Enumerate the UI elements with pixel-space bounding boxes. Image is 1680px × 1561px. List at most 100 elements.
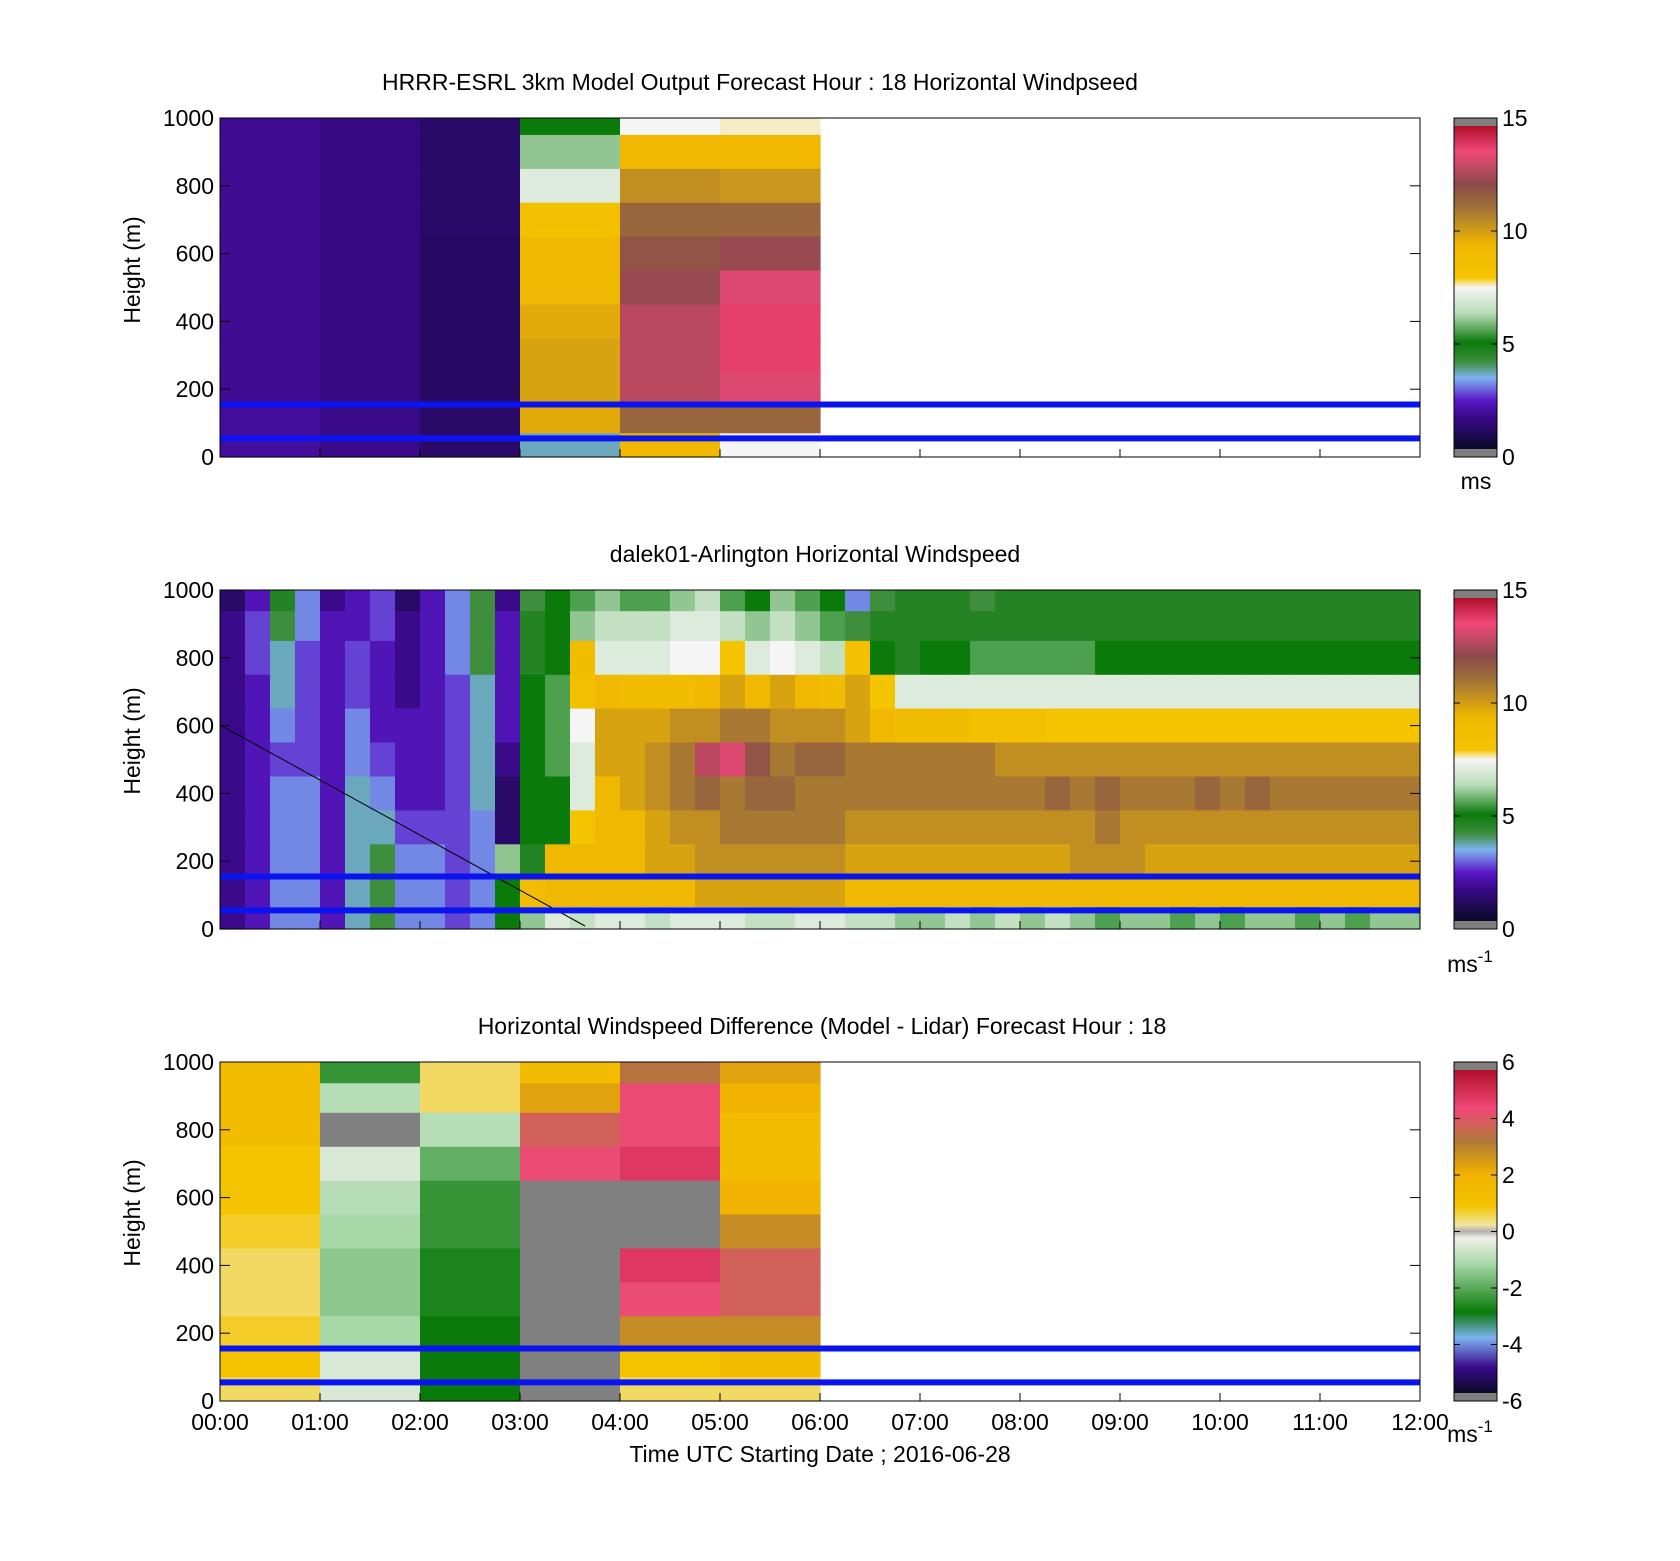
heatmap-cell: [1170, 640, 1196, 676]
heatmap-cell: [520, 1316, 621, 1351]
heatmap-cells: [220, 118, 1420, 458]
heatmap-cell: [1395, 590, 1421, 612]
heatmap-cell: [745, 776, 771, 811]
heatmap-cell: [1370, 590, 1396, 612]
heatmap-cell: [295, 844, 321, 879]
heatmap-cell: [320, 304, 421, 339]
y-axis-label: Height (m): [119, 687, 145, 794]
heatmap-cell: [1245, 708, 1271, 744]
heatmap-cell: [1045, 776, 1071, 811]
heatmap-cell: [1345, 590, 1371, 612]
heatmap-cell: [1220, 708, 1246, 744]
heatmap-cell: [670, 611, 696, 642]
heatmap-cell: [1045, 640, 1071, 676]
heatmap-cell: [1045, 708, 1071, 744]
heatmap-cell: [345, 742, 371, 777]
heatmap-cell: [220, 1214, 321, 1249]
heatmap-cell: [545, 776, 571, 811]
heatmap-cell: [520, 611, 546, 642]
heatmap-cell: [1020, 742, 1046, 777]
heatmap-cell: [645, 844, 671, 879]
heatmap-cell: [1070, 590, 1096, 612]
heatmap-cell: [570, 810, 596, 845]
heatmap-cell: [245, 742, 271, 777]
heatmap-cell: [1170, 742, 1196, 777]
heatmap-cell: [620, 304, 721, 339]
heatmap-cell: [720, 134, 821, 170]
heatmap-cell: [220, 1248, 321, 1283]
heatmap-cell: [1395, 674, 1421, 710]
heatmap-cell: [395, 708, 421, 744]
heatmap-cell: [320, 640, 346, 676]
heatmap-cell: [920, 844, 946, 879]
y-ticks: 0 200 400 600 800 1000: [163, 1049, 1420, 1414]
heatmap-cell: [820, 742, 846, 777]
heatmap-cell: [695, 844, 721, 879]
heatmap-cell: [845, 742, 871, 777]
heatmap-cell: [995, 742, 1021, 777]
heatmap-cell: [1095, 640, 1121, 676]
heatmap-cell: [245, 590, 271, 612]
heatmap-cell: [1120, 674, 1146, 710]
heatmap-cell: [895, 742, 921, 777]
heatmap-cell: [795, 590, 821, 612]
heatmap-cell: [870, 640, 896, 676]
heatmap-cell: [795, 844, 821, 879]
heatmap-cell: [645, 810, 671, 845]
heatmap-cell: [220, 406, 321, 434]
heatmap-cell: [1195, 611, 1221, 642]
heatmap-cell: [595, 674, 621, 710]
heatmap-cell: [345, 674, 371, 710]
heatmap-cell: [345, 844, 371, 879]
heatmap-cell: [520, 1350, 621, 1378]
heatmap-cell: [895, 878, 921, 908]
heatmap-cell: [595, 590, 621, 612]
heatmap-cell: [920, 590, 946, 612]
colorbar-tick-label: 0: [1502, 1219, 1515, 1245]
heatmap-cell: [1270, 611, 1296, 642]
heatmap-cell: [995, 844, 1021, 879]
colorbar-gradient: [1454, 126, 1497, 449]
heatmap-cell: [1295, 878, 1321, 908]
heatmap-cell: [520, 1282, 621, 1317]
heatmap-cell: [270, 590, 296, 612]
colorbar-top-cap: [1454, 118, 1497, 126]
heatmap-cell: [770, 590, 796, 612]
heatmap-cell: [920, 878, 946, 908]
heatmap-cell: [870, 810, 896, 845]
heatmap-cell: [720, 168, 821, 204]
colorbar-unit: ms: [1461, 468, 1492, 494]
heatmap-cell: [1170, 674, 1196, 710]
heatmap-cell: [320, 118, 421, 136]
y-tick-label: 600: [176, 713, 214, 739]
heatmap-cell: [895, 590, 921, 612]
heatmap-cell: [495, 590, 521, 612]
heatmap-cell: [720, 270, 821, 305]
heatmap-cell: [320, 406, 421, 434]
heatmap-cell: [970, 640, 996, 676]
heatmap-cell: [1220, 776, 1246, 811]
colorbar-tick-label: -4: [1502, 1332, 1523, 1358]
heatmap-cell: [445, 742, 471, 777]
heatmap-cell: [620, 1282, 721, 1317]
heatmap-cell: [720, 118, 821, 136]
heatmap-cell: [420, 590, 446, 612]
heatmap-cell: [745, 810, 771, 845]
heatmap-cell: [795, 878, 821, 908]
heatmap-cell: [220, 338, 321, 373]
heatmap-cell: [420, 1248, 521, 1283]
heatmap-cell: [745, 590, 771, 612]
heatmap-cell: [420, 1282, 521, 1317]
heatmap-cell: [670, 708, 696, 744]
heatmap-cell: [795, 810, 821, 845]
heatmap-cell: [945, 810, 971, 845]
panel-title: dalek01-Arlington Horizontal Windspeed: [610, 541, 1020, 567]
heatmap-cell: [520, 1180, 621, 1216]
heatmap-cell: [1270, 590, 1296, 612]
band-lines: [220, 873, 1420, 914]
heatmap-cell: [320, 1350, 421, 1378]
heatmap-cell: [845, 810, 871, 845]
heatmap-cell: [1245, 590, 1271, 612]
heatmap-cell: [620, 742, 646, 777]
heatmap-cell: [220, 1282, 321, 1317]
